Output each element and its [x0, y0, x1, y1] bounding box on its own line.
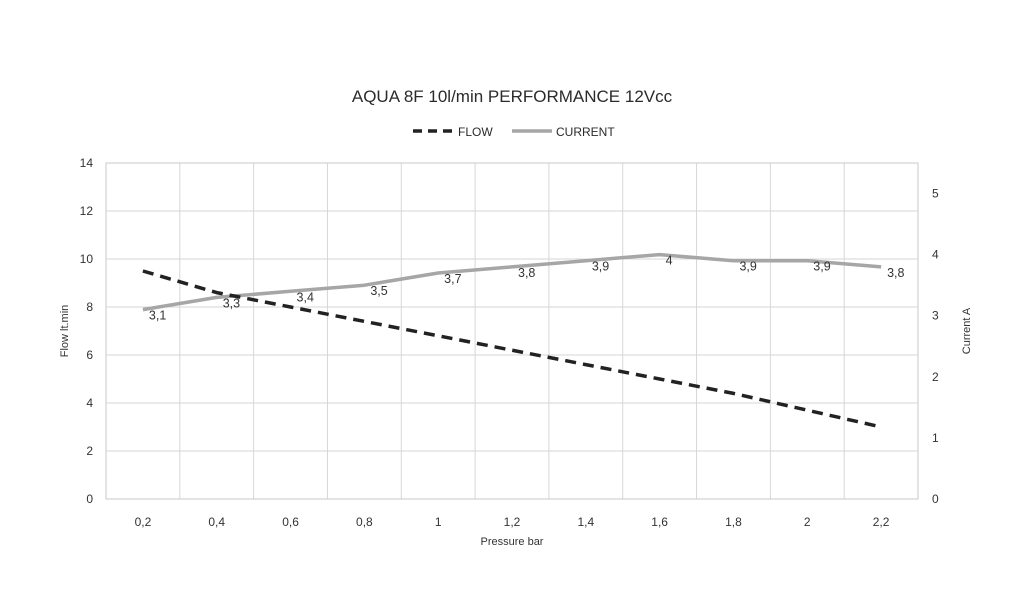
x-tick-label: 1,8 — [725, 515, 742, 529]
data-label-current: 4 — [666, 254, 673, 268]
y-tick-label: 12 — [80, 204, 94, 218]
y2-axis-label: Current A — [961, 307, 973, 354]
plot-frame — [105, 162, 919, 500]
y2-tick-label: 0 — [932, 492, 939, 506]
series-line-flow — [142, 269, 882, 429]
y-tick-label: 10 — [80, 252, 94, 266]
legend: FLOW CURRENT — [413, 125, 615, 139]
y2-tick-label: 2 — [932, 370, 939, 384]
y-tick-label: 2 — [86, 444, 93, 458]
y2-tick-label: 5 — [932, 187, 939, 201]
y-tick-label: 6 — [86, 348, 93, 362]
y2-tick-label: 3 — [932, 309, 939, 323]
x-tick-label: 1,2 — [504, 515, 521, 529]
data-label-current: 3,4 — [297, 290, 314, 304]
x-tick-label: 1 — [435, 515, 442, 529]
legend-flow-label: FLOW — [458, 125, 493, 139]
x-tick-label: 0,4 — [208, 515, 225, 529]
data-label-current: 3,8 — [518, 266, 535, 280]
legend-current-label: CURRENT — [556, 125, 615, 139]
y-axis-ticks: 0 2 4 6 8 10 12 14 — [80, 156, 94, 506]
data-labels: 3,1 3,3 3,4 3,5 3,7 3,8 3,9 4 3,9 3,9 3,8 — [149, 254, 905, 323]
data-label-current: 3,5 — [370, 284, 387, 298]
chart-title: AQUA 8F 10l/min PERFORMANCE 12Vcc — [352, 87, 673, 106]
data-label-current: 3,7 — [444, 272, 461, 286]
data-label-current: 3,9 — [592, 260, 609, 274]
x-tick-label: 1,4 — [577, 515, 594, 529]
y2-tick-label: 4 — [932, 248, 939, 262]
x-axis-label: Pressure bar — [481, 536, 544, 548]
y-tick-label: 8 — [86, 300, 93, 314]
data-label-current: 3,8 — [887, 266, 904, 280]
x-tick-label: 2 — [804, 515, 811, 529]
x-tick-label: 0,8 — [356, 515, 373, 529]
series-line-current — [142, 252, 882, 312]
x-axis-ticks: 0,2 0,4 0,6 0,8 1 1,2 1,4 1,6 1,8 2 2,2 — [135, 515, 890, 529]
series — [142, 252, 882, 429]
data-label-current: 3,3 — [223, 296, 240, 310]
x-tick-label: 0,2 — [135, 515, 152, 529]
x-tick-label: 2,2 — [873, 515, 890, 529]
y-tick-label: 4 — [86, 396, 93, 410]
data-label-current: 3,9 — [739, 260, 756, 274]
data-label-current: 3,9 — [813, 260, 830, 274]
y-tick-label: 0 — [86, 492, 93, 506]
y-axis-label: Flow lt.min — [59, 305, 71, 358]
y2-axis-ticks: 0 1 2 3 4 5 — [932, 187, 939, 506]
x-tick-label: 1,6 — [651, 515, 668, 529]
data-label-current: 3,1 — [149, 309, 166, 323]
y2-tick-label: 1 — [932, 431, 939, 445]
x-tick-label: 0,6 — [282, 515, 299, 529]
y-tick-label: 14 — [80, 156, 94, 170]
gridlines — [106, 162, 918, 500]
